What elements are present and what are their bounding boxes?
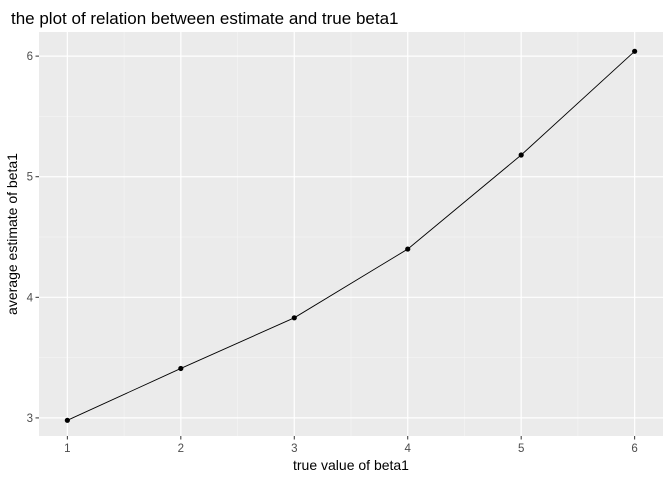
- y-tick-label: 5: [27, 172, 33, 184]
- data-point: [291, 315, 297, 321]
- data-point: [178, 365, 184, 372]
- x-axis: 1 2 3 4 5 6: [64, 436, 638, 455]
- minor-gridlines: [39, 32, 663, 436]
- x-tick-label: 3: [291, 443, 297, 455]
- x-tick-label: 6: [631, 443, 637, 455]
- x-axis-title: true value of beta1: [293, 457, 409, 473]
- series-line-group: [67, 50, 635, 421]
- y-axis-title: average estimate of beta1: [4, 153, 20, 315]
- y-tick-label: 6: [27, 51, 33, 63]
- y-axis: 3 4 5 6: [27, 51, 39, 425]
- x-tick-label: 5: [518, 443, 524, 455]
- x-tick-label: 1: [64, 443, 70, 455]
- y-tick-label: 4: [27, 292, 34, 304]
- data-point: [64, 417, 70, 423]
- x-tick-label: 4: [405, 443, 412, 455]
- data-point: [632, 48, 638, 54]
- chart-title: the plot of relation between estimate an…: [11, 9, 398, 28]
- data-point: [405, 246, 411, 252]
- data-point: [518, 152, 524, 158]
- x-tick-label: 2: [178, 443, 184, 455]
- y-tick-label: 3: [27, 413, 33, 425]
- data-points: [64, 48, 638, 423]
- series-line: [67, 50, 635, 421]
